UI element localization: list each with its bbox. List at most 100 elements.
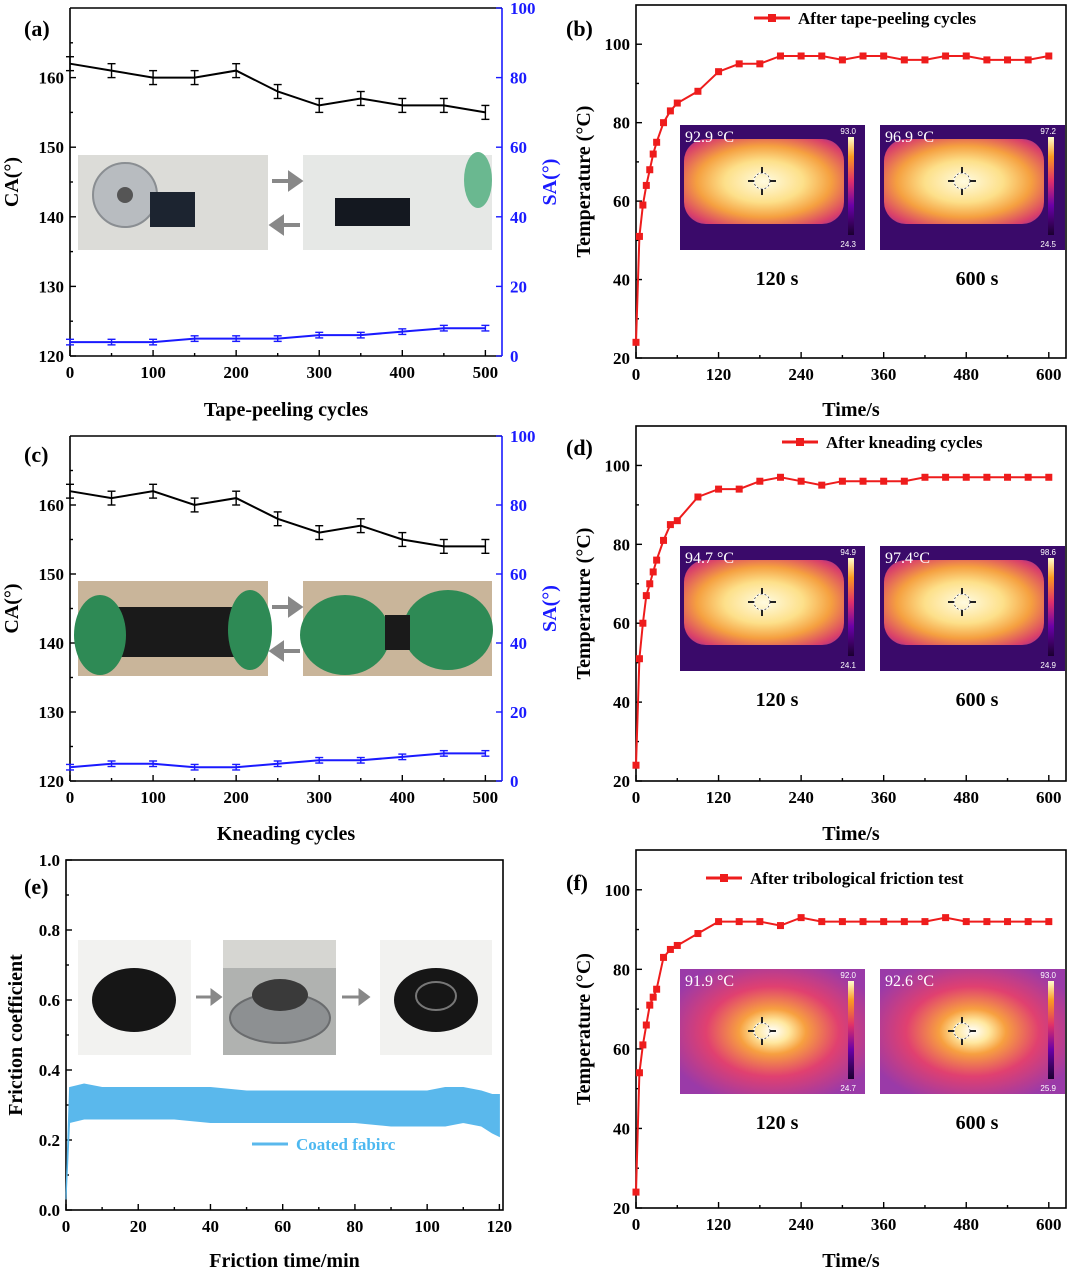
y2-axis-label: SA(°)	[539, 159, 561, 206]
x-tick-label: 300	[306, 363, 332, 382]
data-point	[646, 166, 654, 174]
x-tick-label: 0	[632, 788, 641, 807]
ir-color-scale	[1048, 137, 1054, 235]
data-point	[639, 201, 647, 209]
data-point	[797, 914, 805, 922]
data-point	[776, 52, 784, 60]
x-tick-label: 40	[202, 1217, 219, 1236]
series-ca	[66, 56, 490, 121]
data-point	[635, 1069, 643, 1077]
ir-scale-min: 25.9	[1040, 1084, 1056, 1093]
series-line	[635, 916, 1049, 1193]
y-tick-label: 0.6	[39, 991, 60, 1010]
friction-band	[65, 1083, 500, 1200]
y-tick-label: 130	[39, 277, 65, 296]
y-tick-label: 0.8	[39, 921, 60, 940]
data-point	[735, 60, 743, 68]
fabric-flat	[112, 607, 240, 657]
x-axis-label: Time/s	[822, 399, 880, 421]
series-after-kneading-cycles	[632, 473, 1053, 769]
data-point	[859, 477, 867, 485]
data-point	[632, 338, 640, 346]
data-point	[694, 930, 702, 938]
ir-image: 92.0 24.7 91.9 °C 120 s	[680, 969, 865, 1134]
data-point	[1024, 473, 1032, 481]
plot-frame	[635, 425, 1067, 782]
data-point	[838, 477, 846, 485]
y-tick-label: 100	[605, 881, 631, 900]
legend-label: After tape-peeling cycles	[798, 9, 977, 28]
y-tick-label: 1.0	[39, 851, 60, 870]
ir-image: 93.0 25.9 92.6 °C 600 s	[880, 969, 1065, 1134]
arrow-right-icon	[342, 988, 371, 1006]
y-tick-label: 160	[39, 69, 65, 88]
data-point	[797, 52, 805, 60]
y-tick-label: 20	[613, 772, 630, 791]
data-point	[639, 619, 647, 627]
x-axis-label: Time/s	[822, 823, 880, 845]
data-point	[715, 68, 723, 76]
ir-scale-min: 24.5	[1040, 240, 1056, 249]
data-point	[715, 485, 723, 493]
panel-label: (b)	[566, 16, 593, 41]
y-axis-label: Friction coefficient	[5, 954, 27, 1116]
glove-right	[228, 590, 272, 670]
plot-frame	[635, 4, 1067, 359]
x-tick-label: 500	[473, 363, 499, 382]
y2-tick-label: 100	[510, 0, 536, 18]
data-point	[653, 556, 661, 564]
y-axis-label: CA(°)	[1, 157, 23, 207]
ir-scale-max: 93.0	[840, 127, 856, 136]
y-tick-label: 120	[39, 347, 65, 366]
data-point	[639, 1041, 647, 1049]
ir-time-label: 120 s	[756, 1112, 799, 1134]
data-point	[797, 477, 805, 485]
y2-tick-label: 0	[510, 347, 519, 366]
data-point	[756, 477, 764, 485]
y-tick-label: 80	[613, 535, 630, 554]
x-tick-label: 0	[66, 788, 75, 807]
series-line	[635, 476, 1049, 766]
data-point	[859, 52, 867, 60]
y-tick-label: 40	[613, 1119, 630, 1138]
glove-right	[403, 590, 493, 670]
data-point	[962, 52, 970, 60]
ir-scale-min: 24.9	[1040, 661, 1056, 670]
x-tick-label: 360	[871, 365, 897, 384]
ir-temp-readout: 96.9 °C	[885, 129, 934, 146]
data-point	[646, 1001, 654, 1009]
ir-temp-readout: 92.9 °C	[685, 129, 734, 146]
panel-label: (a)	[24, 16, 50, 41]
x-tick-label: 400	[390, 363, 416, 382]
data-point	[1024, 56, 1032, 64]
ir-scale-max: 93.0	[1040, 971, 1056, 980]
ir-image: 98.6 24.9 97.4°C 600 s	[880, 546, 1065, 711]
y2-tick-label: 60	[510, 138, 527, 157]
arrow-left-icon	[268, 214, 300, 236]
ir-time-label: 600 s	[956, 268, 999, 290]
fabric-kneaded	[385, 615, 410, 650]
data-point	[632, 1188, 640, 1196]
data-point	[756, 60, 764, 68]
y-tick-label: 20	[613, 349, 630, 368]
series-sa	[66, 324, 490, 346]
panel-e: 0 20 40 60 80 100 120 0.0 0.2 0.4 0.6 0.8 1.0 Frictio…	[5, 851, 512, 1272]
panel-label: (c)	[24, 442, 48, 467]
data-point	[983, 56, 991, 64]
ir-hot-zone	[684, 560, 844, 645]
ir-time-label: 120 s	[756, 268, 799, 290]
data-point	[673, 517, 681, 525]
x-tick-label: 120	[487, 1217, 513, 1236]
data-point	[646, 580, 654, 588]
y-tick-label: 150	[39, 565, 65, 584]
ir-temp-readout: 92.6 °C	[885, 973, 934, 990]
y-tick-label: 80	[613, 960, 630, 979]
data-point	[635, 232, 643, 240]
legend-swatch-marker	[768, 14, 776, 22]
x-tick-label: 80	[346, 1217, 363, 1236]
y-tick-label: 20	[613, 1199, 630, 1218]
x-axis-label: Friction time/min	[209, 1250, 360, 1272]
y2-tick-label: 40	[510, 208, 527, 227]
ir-image: 94.9 24.1 94.7 °C 120 s	[680, 546, 865, 711]
